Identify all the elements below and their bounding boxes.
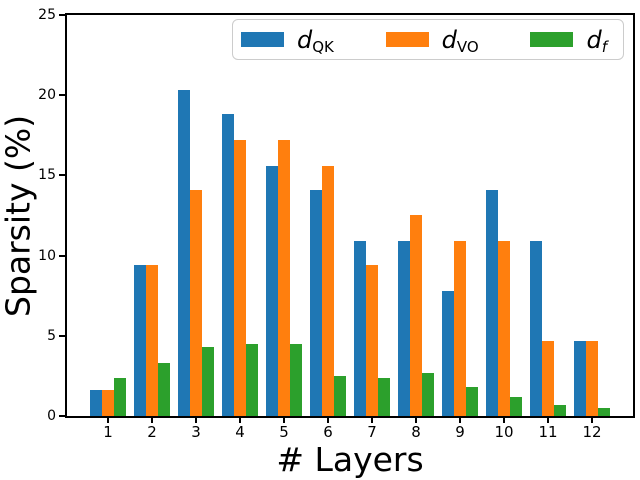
y-axis-label: Sparsity (%): [0, 114, 38, 317]
legend-swatch-d_VO: [385, 32, 429, 47]
bar-d_f-layer-6: [334, 376, 346, 416]
legend-label-d_f: df: [586, 25, 607, 56]
plot-area: [65, 13, 635, 418]
bar-d_f-layer-1: [114, 378, 126, 416]
x-tick-label: 8: [411, 423, 421, 441]
y-tick-label: 0: [47, 408, 56, 424]
bar-d_VO-layer-3: [190, 190, 202, 416]
x-tick: [195, 418, 197, 423]
x-tick: [591, 418, 593, 423]
x-tick-label: 11: [538, 423, 558, 441]
y-tick-label: 5: [47, 327, 56, 344]
y-tick: [59, 94, 65, 97]
x-tick-label: 3: [191, 423, 201, 441]
y-tick: [59, 254, 65, 257]
bar-d_QK-layer-6: [310, 190, 322, 416]
x-tick: [283, 418, 285, 423]
bar-d_VO-layer-10: [498, 241, 510, 416]
bar-d_VO-layer-4: [234, 140, 246, 416]
x-tick-label: 10: [494, 423, 514, 441]
legend-entry-d_VO: dVO: [385, 25, 479, 56]
bar-d_QK-layer-5: [266, 166, 278, 416]
x-tick: [503, 418, 505, 423]
bar-d_QK-layer-2: [134, 265, 146, 416]
x-tick-label: 5: [279, 423, 289, 441]
y-tick-label: 25: [38, 7, 56, 23]
x-axis-label: # Layers: [276, 440, 424, 479]
bar-d_f-layer-8: [422, 373, 434, 416]
y-tick: [59, 174, 65, 177]
x-tick: [107, 418, 109, 423]
bar-d_f-layer-4: [246, 344, 258, 416]
bar-d_QK-layer-1: [90, 390, 102, 416]
legend-label-d_QK: dQK: [297, 25, 334, 56]
y-tick: [59, 415, 65, 417]
x-tick: [371, 418, 373, 423]
x-tick: [547, 418, 549, 423]
bar-d_QK-layer-8: [398, 241, 410, 416]
y-tick: [59, 334, 65, 337]
bar-d_f-layer-11: [554, 405, 566, 416]
bar-d_f-layer-7: [378, 378, 390, 416]
bar-d_QK-layer-12: [574, 341, 586, 416]
bar-d_VO-layer-5: [278, 140, 290, 416]
bar-d_QK-layer-9: [442, 291, 454, 416]
y-tick-label: 10: [38, 247, 56, 264]
x-tick-label: 4: [235, 423, 245, 441]
x-tick: [151, 418, 153, 423]
bar-d_f-layer-5: [290, 344, 302, 416]
bar-d_f-layer-3: [202, 347, 214, 416]
y-tick: [59, 14, 65, 16]
legend: dQK dVO df: [232, 19, 624, 60]
bar-d_VO-layer-8: [410, 215, 422, 416]
bar-d_VO-layer-9: [454, 241, 466, 416]
x-tick: [415, 418, 417, 423]
x-tick: [459, 418, 461, 423]
legend-swatch-d_f: [530, 32, 574, 47]
legend-swatch-d_QK: [241, 32, 284, 47]
bar-d_VO-layer-2: [146, 265, 158, 416]
bar-d_QK-layer-7: [354, 241, 366, 416]
bar-d_QK-layer-3: [178, 90, 190, 416]
bar-d_QK-layer-10: [486, 190, 498, 416]
legend-label-d_VO: dVO: [441, 25, 479, 56]
bar-d_f-layer-12: [598, 408, 610, 416]
x-tick-label: 1: [103, 423, 113, 441]
bar-d_VO-layer-6: [322, 166, 334, 416]
bar-d_VO-layer-12: [586, 341, 598, 416]
legend-entry-d_f: df: [530, 25, 607, 56]
x-tick-label: 2: [147, 423, 157, 441]
y-tick-label: 15: [38, 167, 56, 184]
bar-d_QK-layer-4: [222, 114, 234, 416]
bar-d_VO-layer-11: [542, 341, 554, 416]
x-tick-label: 6: [323, 423, 333, 441]
bar-d_f-layer-2: [158, 363, 170, 416]
legend-entry-d_QK: dQK: [241, 25, 334, 56]
bar-d_f-layer-10: [510, 397, 522, 416]
y-tick-label: 20: [38, 87, 56, 104]
bar-d_VO-layer-1: [102, 390, 114, 416]
bar-d_VO-layer-7: [366, 265, 378, 416]
x-tick-label: 9: [455, 423, 465, 441]
x-tick-label: 7: [367, 423, 377, 441]
x-tick-label: 12: [582, 423, 602, 441]
x-tick: [239, 418, 241, 423]
bar-d_QK-layer-11: [530, 241, 542, 416]
bar-d_f-layer-9: [466, 387, 478, 416]
x-tick: [327, 418, 329, 423]
